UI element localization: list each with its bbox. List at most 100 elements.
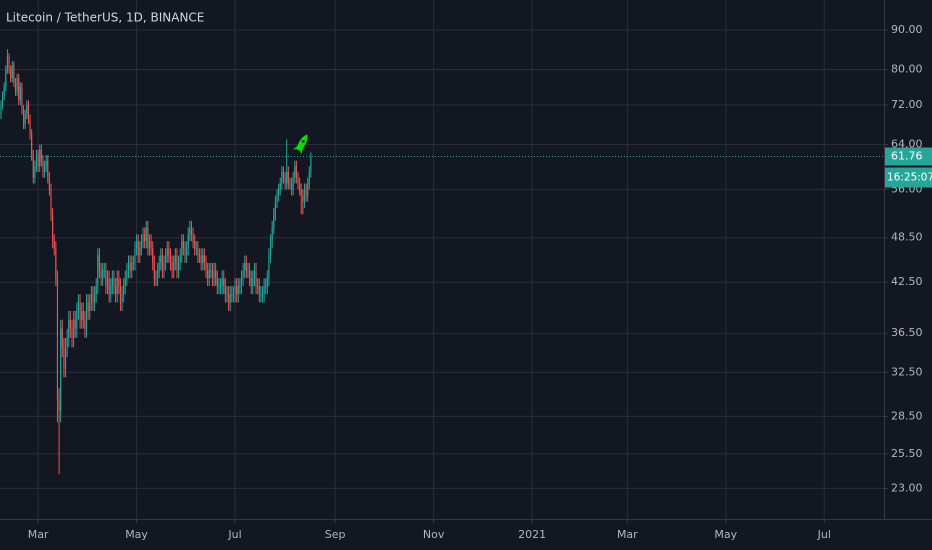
- candle-body: [155, 278, 157, 280]
- candle-body: [52, 214, 54, 242]
- candle-body: [274, 201, 276, 215]
- y-tick-label: 28.50: [891, 409, 923, 422]
- candle-body: [136, 241, 138, 249]
- candle-body: [13, 65, 15, 83]
- candle-body: [266, 278, 268, 287]
- candle-body: [48, 177, 50, 190]
- candle-body: [95, 286, 97, 295]
- candle-body: [113, 278, 115, 287]
- candle-body: [111, 278, 113, 287]
- candle-body: [160, 255, 162, 263]
- candle-body: [50, 189, 52, 215]
- candle-body: [236, 286, 238, 295]
- y-tick-label: 72.00: [891, 98, 923, 111]
- candle-body: [307, 183, 309, 196]
- candle-body: [218, 286, 220, 288]
- candle-body: [184, 248, 186, 256]
- y-tick-label: 36.50: [891, 326, 923, 339]
- candle-body: [279, 183, 281, 190]
- x-tick-label: Sep: [325, 528, 346, 541]
- chart-title: Litecoin / TetherUS, 1D, BINANCE: [6, 11, 204, 25]
- candle-body: [40, 149, 42, 161]
- candle-body: [286, 171, 288, 184]
- y-tick-label: 25.50: [891, 447, 923, 460]
- candle-body: [252, 278, 254, 287]
- candle-body: [216, 278, 218, 287]
- x-tick-label: Jul: [227, 528, 241, 541]
- candle-body: [85, 302, 88, 329]
- candle-body: [194, 241, 196, 249]
- candle-body: [240, 278, 243, 287]
- candle-body: [189, 227, 191, 235]
- candle-body: [2, 95, 4, 105]
- candle-body: [150, 241, 152, 249]
- candle-body: [224, 286, 226, 295]
- candle-body: [165, 255, 167, 263]
- rocket-body: [296, 134, 308, 152]
- candle-body: [202, 255, 204, 263]
- candle-body: [287, 171, 289, 184]
- candle-body: [39, 149, 41, 167]
- candle-body: [265, 286, 267, 288]
- candle-body: [47, 160, 49, 178]
- candle-body: [82, 310, 84, 320]
- candle-body: [290, 183, 293, 190]
- candle-body: [295, 166, 297, 178]
- candle-body: [171, 262, 173, 271]
- candle-body: [282, 171, 285, 178]
- candle-body: [129, 262, 131, 271]
- x-tick-label: Jul: [817, 528, 831, 541]
- candle-body: [0, 104, 2, 115]
- candle-body: [268, 255, 270, 279]
- candle-body: [213, 270, 215, 279]
- candle-body: [302, 195, 304, 202]
- countdown-label: 16:25:07: [887, 172, 932, 184]
- rocket-fins: [293, 144, 303, 155]
- candle-body: [71, 328, 73, 338]
- candle-body: [269, 241, 272, 256]
- candle-body: [166, 248, 168, 256]
- candle-body: [53, 241, 55, 249]
- candle-body: [177, 262, 180, 271]
- candle-body: [56, 278, 59, 400]
- candle-body: [10, 69, 12, 79]
- candle-body: [43, 166, 46, 172]
- candle-body: [32, 155, 34, 178]
- candle-body: [163, 262, 165, 271]
- candle-body: [173, 262, 175, 271]
- candle-body: [198, 255, 201, 257]
- candle-body: [228, 294, 230, 303]
- grid: [0, 0, 884, 519]
- candle-body: [219, 286, 222, 288]
- candle-body: [145, 227, 147, 242]
- candle-body: [142, 234, 144, 242]
- candle-body: [300, 189, 302, 196]
- candle-body: [192, 234, 194, 242]
- candle-body: [205, 262, 207, 271]
- plot-area: [0, 49, 884, 475]
- x-tick-label: Mar: [617, 528, 638, 541]
- candle-body: [55, 248, 57, 279]
- x-tick-label: 2021: [518, 528, 546, 541]
- candle-body: [116, 278, 118, 295]
- candle-body: [81, 310, 83, 320]
- candle-body: [102, 270, 104, 279]
- candle-body: [297, 177, 299, 184]
- candle-body: [92, 294, 94, 303]
- candle-body: [271, 227, 273, 242]
- candle-body: [245, 262, 247, 271]
- candle-body: [21, 86, 23, 110]
- candle-body: [299, 183, 301, 190]
- candle-body: [131, 262, 133, 271]
- candle-body: [126, 270, 128, 279]
- candle-body: [147, 227, 149, 249]
- candle-body: [144, 234, 146, 242]
- candle-body: [255, 270, 257, 287]
- candle-body: [26, 104, 28, 115]
- x-tick-label: May: [125, 528, 148, 541]
- candle-body: [308, 171, 310, 184]
- candle-body: [207, 270, 209, 279]
- y-tick-label: 32.50: [891, 365, 923, 378]
